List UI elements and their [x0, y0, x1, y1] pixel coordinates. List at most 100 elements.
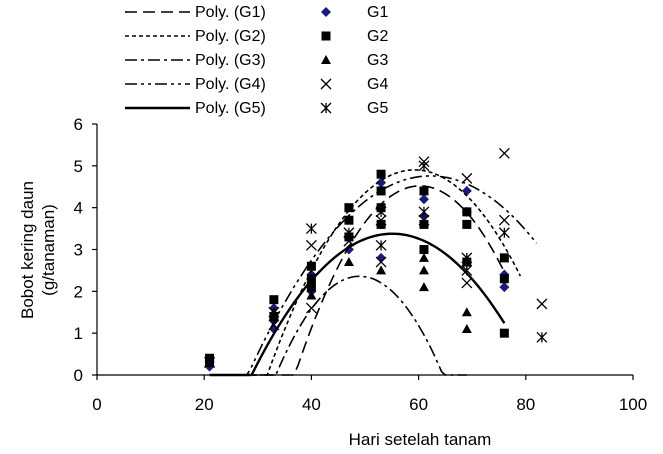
point-g2-21	[499, 274, 509, 284]
square-shape	[419, 186, 429, 196]
square-shape	[376, 186, 386, 196]
square-shape	[462, 219, 472, 229]
square-shape	[499, 328, 509, 338]
square-shape	[376, 169, 386, 179]
x-axis-title: Hari setelah tanam	[349, 430, 492, 449]
asterisk-shape	[536, 331, 548, 343]
diamond-shape	[499, 282, 510, 293]
point-g5-0	[204, 356, 216, 368]
point-g5-10	[498, 227, 510, 239]
x-tick-label-80: 80	[516, 395, 535, 414]
point-g1-11	[376, 177, 387, 188]
point-g3-4	[376, 265, 387, 275]
legend-marker-g2	[321, 31, 331, 41]
y-tick-label-5: 5	[74, 157, 83, 176]
asterisk-shape	[320, 102, 332, 114]
series-g1	[204, 177, 510, 372]
point-g1-16	[499, 282, 510, 293]
point-g3-3	[343, 257, 354, 267]
axes	[96, 124, 633, 376]
x-shape	[418, 214, 430, 226]
legend-series-label-g4: G4	[367, 76, 388, 93]
asterisk-shape	[268, 306, 280, 318]
point-g2-14	[419, 245, 429, 254]
trendline-g3	[214, 275, 467, 376]
asterisk-shape	[461, 252, 473, 264]
square-shape	[499, 253, 509, 263]
triangle-shape	[461, 323, 472, 333]
point-g5-4	[375, 239, 387, 251]
x-shape	[305, 239, 317, 251]
series-g5	[204, 160, 548, 368]
point-g3-6	[418, 265, 429, 275]
diamond-shape	[376, 177, 387, 188]
x-tick-label-60: 60	[409, 395, 428, 414]
triangle-shape	[418, 282, 429, 292]
point-g2-18	[462, 219, 472, 229]
point-g2-16	[419, 186, 429, 196]
point-g4-12	[498, 147, 510, 159]
triangle-shape	[418, 252, 429, 262]
x-shape	[375, 256, 387, 268]
triangle-shape	[461, 307, 472, 317]
legend-trend-label-4: Poly. (G4)	[195, 76, 266, 93]
diamond-shape	[461, 185, 472, 196]
triangle-shape	[321, 55, 331, 64]
diamond-shape	[321, 7, 331, 17]
square-shape	[462, 207, 472, 217]
triangle-shape	[418, 265, 429, 275]
x-tick-label-20: 20	[195, 395, 214, 414]
square-shape	[306, 282, 316, 292]
point-g5-3	[343, 227, 355, 239]
square-shape	[321, 31, 331, 41]
asterisk-shape	[498, 227, 510, 239]
legend-marker-g3	[321, 55, 331, 64]
asterisk-shape	[343, 227, 355, 239]
point-g3-9	[461, 307, 472, 317]
point-g2-9	[344, 203, 354, 213]
trendline-g1	[209, 185, 506, 376]
point-g2-13	[376, 169, 386, 179]
legend-trend-label-3: Poly. (G3)	[195, 52, 266, 69]
point-g2-8	[344, 215, 354, 225]
point-g2-15	[419, 219, 429, 229]
diamond-shape	[418, 194, 429, 205]
point-g2-19	[462, 207, 472, 217]
y-tick-label-1: 1	[74, 324, 83, 343]
square-shape	[344, 215, 354, 225]
point-g4-8	[418, 214, 430, 226]
point-g5-7	[418, 160, 430, 172]
point-g2-20	[499, 253, 509, 263]
point-g2-6	[306, 261, 316, 271]
point-g2-22	[499, 328, 509, 338]
legend-series-label-g1: G1	[367, 4, 388, 21]
point-g5-8	[461, 252, 473, 264]
point-g5-2	[305, 223, 317, 235]
legend-marker-g4	[320, 78, 332, 90]
square-shape	[376, 219, 386, 229]
point-g2-10	[376, 219, 386, 229]
point-g5-11	[536, 331, 548, 343]
x-shape	[320, 78, 332, 90]
y-tick-label-3: 3	[74, 241, 83, 260]
point-g2-3	[269, 295, 279, 305]
asterisk-shape	[204, 356, 216, 368]
y-axis-title-line-1: Bobot kering daun	[18, 181, 37, 319]
legend: Poly. (G1) Poly. (G2) Poly. (G3) Poly. (G4)…	[125, 4, 388, 117]
x-shape	[498, 147, 510, 159]
y-tick-label-4: 4	[74, 199, 83, 218]
legend-trend-label-1: Poly. (G1)	[195, 4, 266, 21]
y-tick-label-6: 6	[74, 115, 83, 134]
legend-series-label-g3: G3	[367, 52, 388, 69]
x-shape	[461, 277, 473, 289]
square-shape	[419, 219, 429, 229]
trendline-g4	[209, 175, 538, 376]
point-g3-7	[418, 252, 429, 262]
y-axis-title-line-2: (g/tanaman)	[39, 204, 58, 296]
x-shape	[375, 214, 387, 226]
x-shape	[536, 298, 548, 310]
y-axis-title: Bobot kering daun (g/tanaman)	[18, 181, 58, 319]
point-g4-11	[498, 214, 510, 226]
square-shape	[269, 295, 279, 305]
